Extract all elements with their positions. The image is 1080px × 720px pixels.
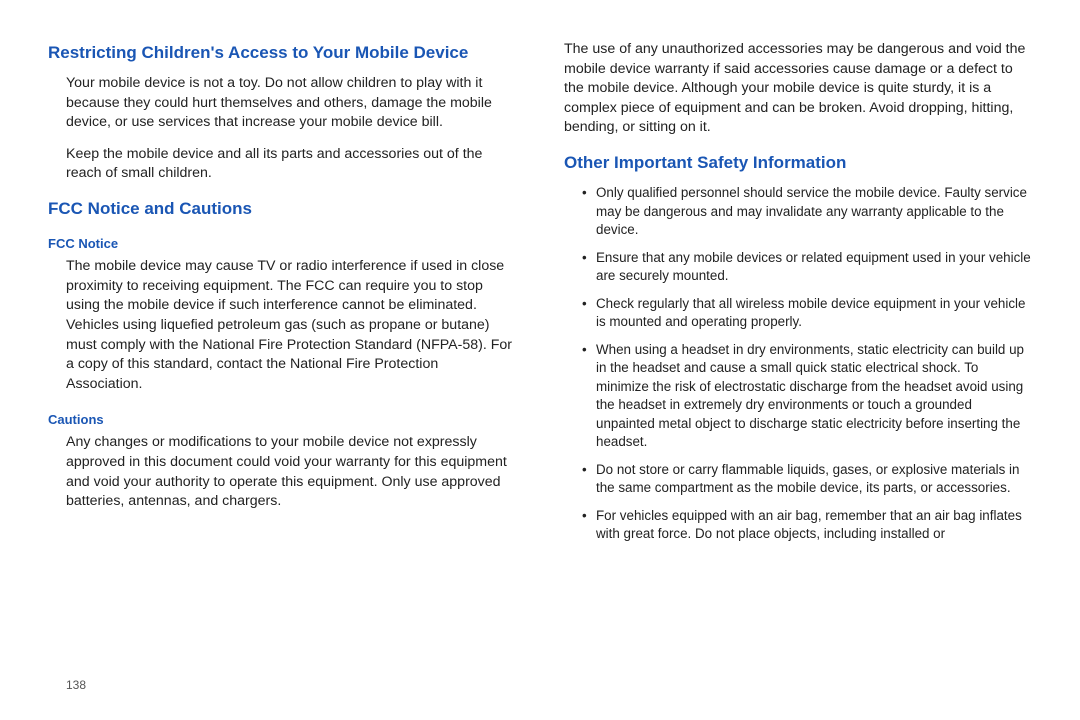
list-item: Only qualified personnel should service … bbox=[582, 184, 1032, 240]
body-text: Your mobile device is not a toy. Do not … bbox=[66, 74, 516, 133]
page-number: 138 bbox=[66, 660, 516, 692]
body-text: The mobile device may cause TV or radio … bbox=[66, 257, 516, 394]
body-text: Any changes or modifications to your mob… bbox=[66, 433, 516, 511]
list-item: Ensure that any mobile devices or relate… bbox=[582, 249, 1032, 286]
bullet-list: Only qualified personnel should service … bbox=[582, 184, 1032, 553]
list-item: When using a headset in dry environments… bbox=[582, 341, 1032, 452]
left-column: Restricting Children's Access to Your Mo… bbox=[48, 40, 516, 692]
list-item: Check regularly that all wireless mobile… bbox=[582, 295, 1032, 332]
heading-other-safety-info: Other Important Safety Information bbox=[564, 152, 1032, 174]
heading-fcc-notice-cautions: FCC Notice and Cautions bbox=[48, 198, 516, 220]
right-column: The use of any unauthorized accessories … bbox=[564, 40, 1032, 692]
subheading-fcc-notice: FCC Notice bbox=[48, 236, 516, 251]
list-item: For vehicles equipped with an air bag, r… bbox=[582, 507, 1032, 544]
body-text: The use of any unauthorized accessories … bbox=[564, 40, 1032, 138]
list-item: Do not store or carry flammable liquids,… bbox=[582, 461, 1032, 498]
heading-restricting-children: Restricting Children's Access to Your Mo… bbox=[48, 42, 516, 64]
body-text: Keep the mobile device and all its parts… bbox=[66, 145, 516, 184]
subheading-cautions: Cautions bbox=[48, 412, 516, 427]
